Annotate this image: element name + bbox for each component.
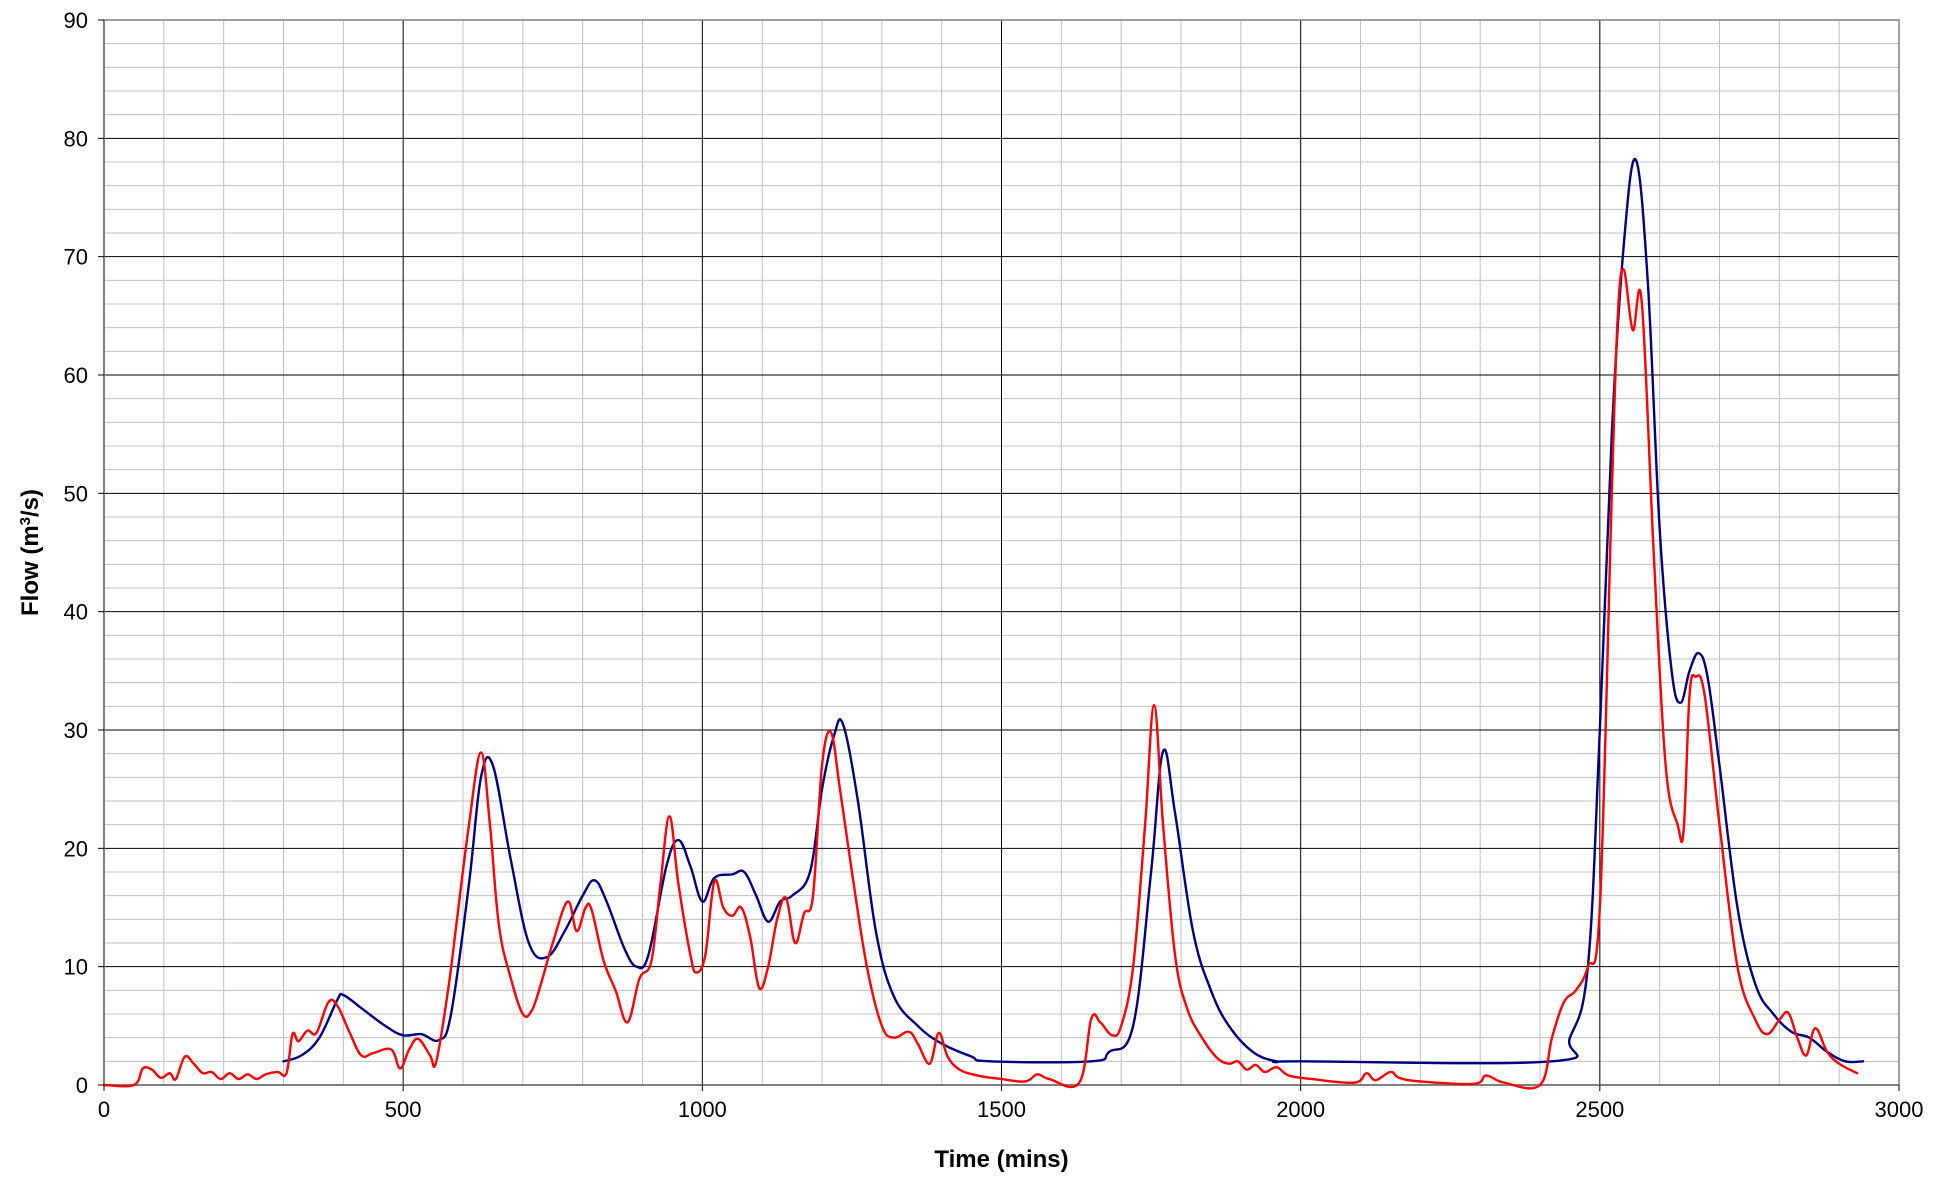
- y-axis-title-main: Flow (m: [17, 525, 44, 616]
- y-tick-label: 70: [64, 245, 88, 270]
- x-axis-title: Time (mins): [934, 1146, 1068, 1173]
- y-tick-label: 60: [64, 363, 88, 388]
- x-tick-labels: 0 500 1000 1500 2000 2500 3000: [98, 1085, 1924, 1122]
- y-tick-label: 0: [76, 1073, 88, 1098]
- x-tick-label: 1500: [977, 1097, 1026, 1122]
- y-tick-label: 20: [64, 836, 88, 861]
- y-tick-label: 40: [64, 600, 88, 625]
- series-line-blue: [282, 157, 1865, 1065]
- y-tick-label: 90: [64, 8, 88, 33]
- y-axis-title-end: /s): [17, 489, 44, 517]
- series-layer: [102, 157, 1865, 1090]
- y-axis-title-superscript: 3: [17, 517, 34, 525]
- y-tick-label: 30: [64, 718, 88, 743]
- y-axis-title: Flow (m3/s): [17, 489, 45, 616]
- x-tick-label: 2000: [1276, 1097, 1325, 1122]
- y-tick-labels: 0 10 20 30 40 50 60 70 80 90: [64, 8, 104, 1098]
- x-tick-label: 2500: [1575, 1097, 1624, 1122]
- x-tick-label: 500: [385, 1097, 422, 1122]
- x-tick-label: 1000: [678, 1097, 727, 1122]
- x-tick-label: 3000: [1875, 1097, 1924, 1122]
- series-line-red: [102, 268, 1859, 1090]
- y-tick-label: 10: [64, 955, 88, 980]
- y-tick-label: 50: [64, 481, 88, 506]
- x-tick-label: 0: [98, 1097, 110, 1122]
- y-tick-label: 80: [64, 126, 88, 151]
